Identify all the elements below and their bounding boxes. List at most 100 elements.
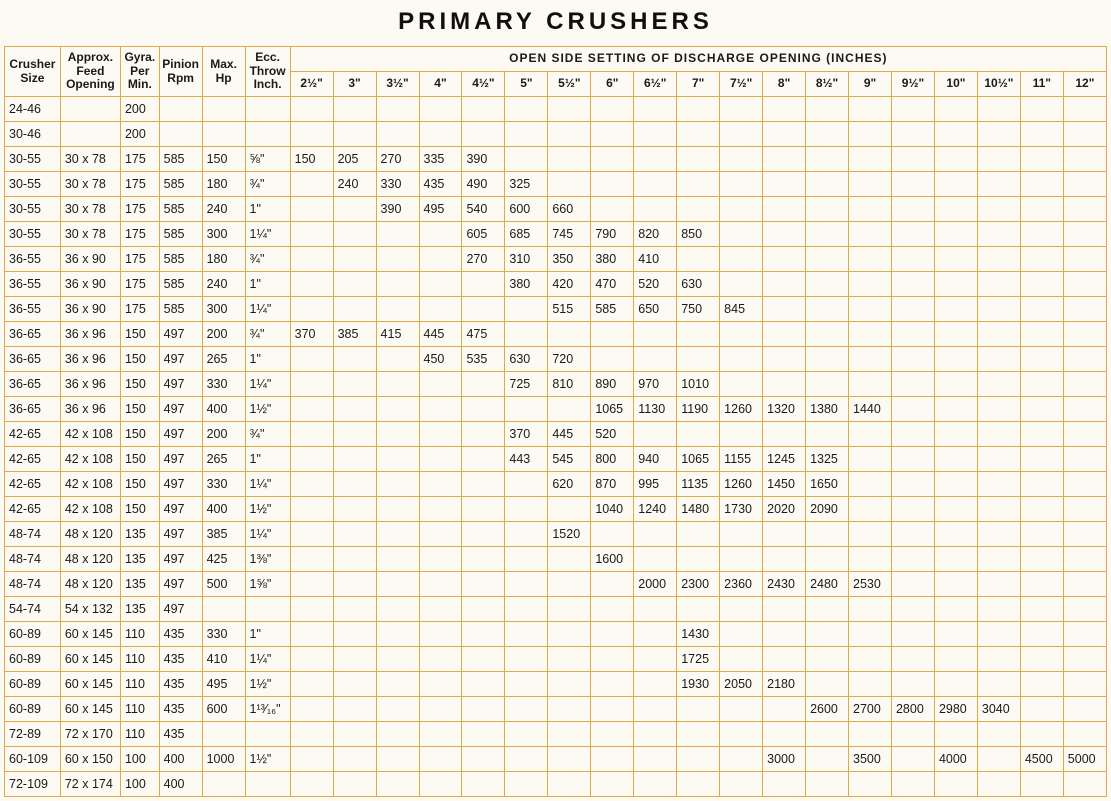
cell-oss [333,347,376,372]
cell [159,97,202,122]
cell-oss: 1450 [763,472,806,497]
cell-oss [891,272,934,297]
cell: 60-89 [5,697,61,722]
cell-oss [849,247,892,272]
cell-oss [934,372,977,397]
table-row: 30-5530 x 78175585150⅝"150205270335390 [5,147,1107,172]
cell-oss [677,172,720,197]
table-row: 60-8960 x 1451104354101¼"1725 [5,647,1107,672]
cell-oss: 420 [548,272,591,297]
cell: 400 [202,497,245,522]
header-oss-13: 9" [849,72,892,97]
cell-oss [376,647,419,672]
cell-oss [548,547,591,572]
cell-oss [505,522,548,547]
cell-oss [376,472,419,497]
cell-oss [376,497,419,522]
cell-oss [591,697,634,722]
cell: 435 [159,722,202,747]
cell-oss [934,297,977,322]
cell-oss [548,747,591,772]
cell-oss [763,372,806,397]
crusher-table: CrusherSize Approx.FeedOpening Gyra.PerM… [4,46,1107,797]
cell: 60-89 [5,647,61,672]
cell-oss [806,722,849,747]
cell: 42-65 [5,472,61,497]
cell-oss [290,672,333,697]
cell-oss [891,672,934,697]
cell-oss [977,397,1020,422]
cell-oss [290,247,333,272]
header-oss-span: OPEN SIDE SETTING OF DISCHARGE OPENING (… [290,47,1106,72]
cell-oss [376,572,419,597]
cell-oss [1020,572,1063,597]
cell-oss: 415 [376,322,419,347]
cell: 200 [120,97,159,122]
cell-oss [505,122,548,147]
cell-oss [1063,172,1106,197]
cell-oss [333,297,376,322]
cell-oss [1020,97,1063,122]
cell-oss [548,672,591,697]
table-row: 36-6536 x 961504974001½"1065113011901260… [5,397,1107,422]
cell [202,722,245,747]
cell-oss [505,297,548,322]
cell-oss [462,447,505,472]
cell-oss [891,222,934,247]
cell-oss [505,397,548,422]
cell-oss [1063,247,1106,272]
cell: 150 [120,397,159,422]
cell-oss [634,772,677,797]
cell-oss [462,647,505,672]
cell-oss [720,347,763,372]
cell-oss [548,722,591,747]
cell: 1½" [245,747,290,772]
cell [245,772,290,797]
cell-oss [849,622,892,647]
cell-oss: 970 [634,372,677,397]
cell-oss [548,772,591,797]
cell-oss [290,372,333,397]
cell-oss [763,522,806,547]
cell: 180 [202,247,245,272]
cell-oss [934,347,977,372]
cell: 36 x 90 [60,297,120,322]
table-row: 36-6536 x 961504973301¼"7258108909701010 [5,372,1107,397]
cell-oss [419,522,462,547]
cell-oss [934,722,977,747]
cell: 36 x 90 [60,272,120,297]
cell-oss: 2360 [720,572,763,597]
cell-oss [849,497,892,522]
table-row: 30-5530 x 78175585180¾"240330435490325 [5,172,1107,197]
cell-oss [1063,722,1106,747]
cell-oss [849,297,892,322]
cell-oss [1020,247,1063,272]
cell-oss [806,747,849,772]
cell-oss [333,447,376,472]
cell: 300 [202,222,245,247]
header-size: CrusherSize [5,47,61,97]
cell: 1¹³⁄₁₆" [245,697,290,722]
cell-oss [806,197,849,222]
cell: 497 [159,597,202,622]
cell-oss [462,547,505,572]
header-oss-9: 7" [677,72,720,97]
cell: 30-55 [5,222,61,247]
cell-oss [1020,497,1063,522]
cell-oss [806,222,849,247]
header-oss-3: 4" [419,72,462,97]
cell-oss [849,222,892,247]
cell-oss [1063,347,1106,372]
cell: 36 x 96 [60,347,120,372]
header-pinion: PinionRpm [159,47,202,97]
cell-oss [891,297,934,322]
cell-oss [290,297,333,322]
cell-oss [290,547,333,572]
cell-oss [333,122,376,147]
cell: 497 [159,472,202,497]
cell-oss: 1730 [720,497,763,522]
cell-oss: 2090 [806,497,849,522]
cell-oss [677,547,720,572]
cell-oss [1063,522,1106,547]
table-row: 60-10960 x 15010040010001½"3000350040004… [5,747,1107,772]
